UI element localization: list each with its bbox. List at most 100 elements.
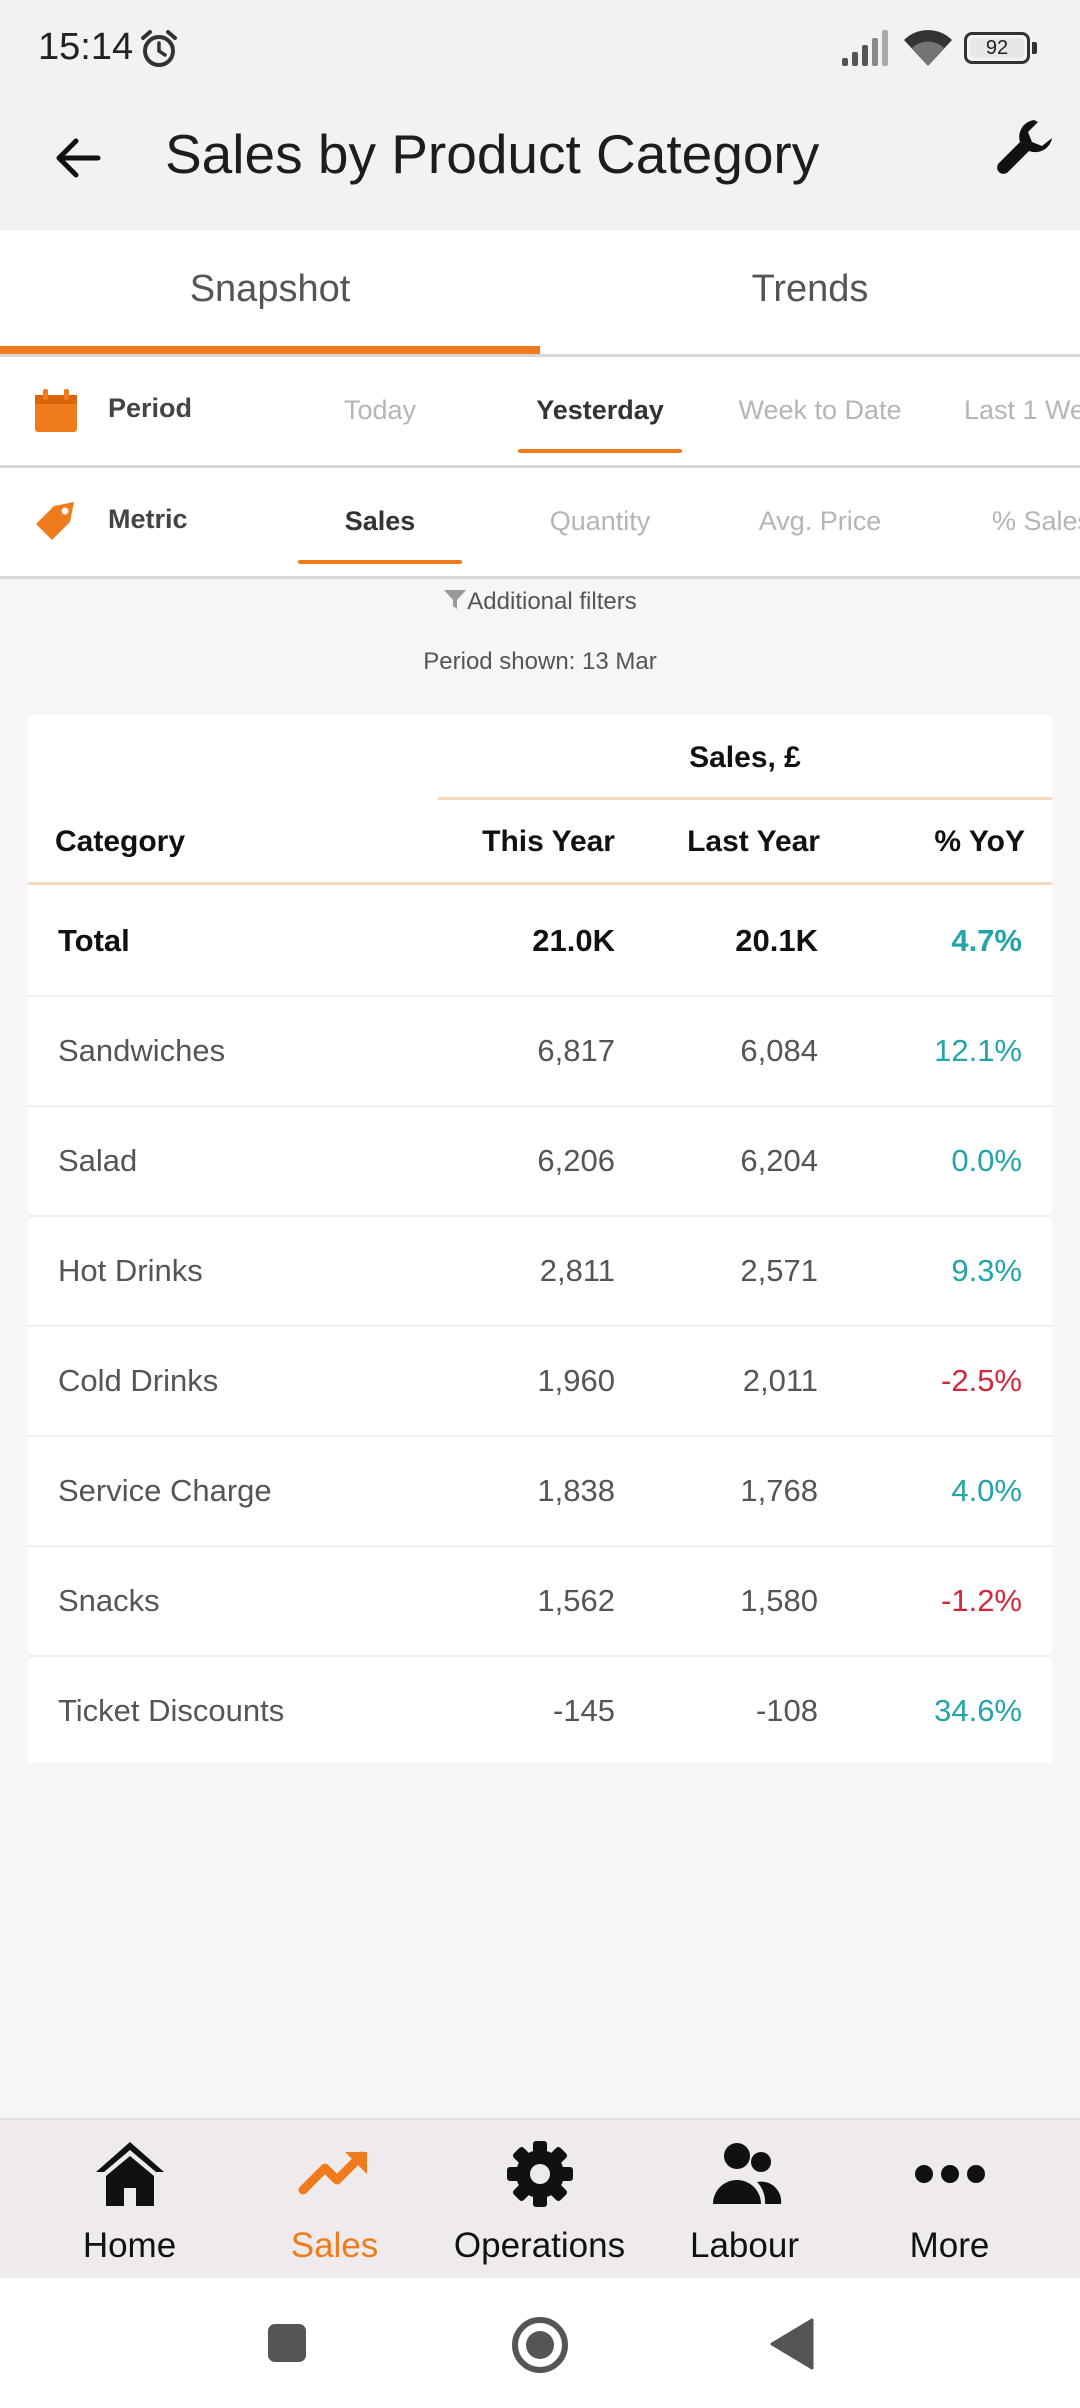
period-option-week-to-date[interactable]: Week to Date (738, 395, 902, 425)
table-row[interactable]: Cold Drinks 1,960 2,011 -2.5% (28, 1325, 1052, 1437)
row-last-year: 2,011 (742, 1363, 818, 1398)
tag-icon (36, 502, 74, 540)
metric-filter-row: Metric Sales Quantity Avg. Price % Sales (0, 468, 1080, 579)
row-this-year: 1,838 (537, 1473, 615, 1508)
column-header-last-year[interactable]: Last Year (687, 825, 820, 858)
period-option-yesterday[interactable]: Yesterday (536, 395, 664, 425)
row-yoy: 4.0% (951, 1473, 1022, 1508)
home-circle-icon[interactable] (511, 2316, 569, 2374)
row-yoy: 34.6% (934, 1693, 1022, 1728)
nav-more-label: More (909, 2226, 990, 2265)
nav-operations[interactable]: Operations (437, 2120, 642, 2280)
metric-option-pct-sales[interactable]: % Sales (992, 506, 1080, 536)
row-last-year: 2,571 (740, 1253, 818, 1288)
active-tab-indicator (0, 346, 540, 354)
row-last-year: -108 (755, 1693, 818, 1728)
more-dots-icon (914, 2165, 985, 2183)
nav-labour[interactable]: Labour (642, 2120, 847, 2280)
metric-option-quantity[interactable]: Quantity (549, 506, 651, 536)
trending-up-icon (298, 2151, 367, 2195)
metric-option-avg-price[interactable]: Avg. Price (758, 506, 882, 536)
row-last-year: 20.1K (735, 923, 818, 958)
period-option-today[interactable]: Today (343, 395, 417, 425)
row-category: Snacks (58, 1583, 160, 1618)
table-row[interactable]: Sandwiches 6,817 6,084 12.1% (28, 995, 1052, 1107)
back-arrow-icon[interactable] (48, 128, 108, 188)
home-icon (95, 2142, 164, 2206)
status-time: 15:14 (38, 26, 134, 68)
nav-labour-label: Labour (690, 2226, 799, 2265)
nav-sales[interactable]: Sales (232, 2120, 437, 2280)
column-header-category[interactable]: Category (55, 825, 186, 858)
row-last-year: 6,204 (740, 1143, 818, 1178)
nav-home-label: Home (82, 2226, 177, 2265)
row-this-year: -145 (552, 1693, 615, 1728)
additional-filters-button[interactable]: Additional filters (0, 588, 1080, 616)
sales-table: Sales, £ Category This Year Last Year % … (28, 715, 1052, 1763)
table-row-total[interactable]: Total 21.0K 20.1K 4.7% (28, 885, 1052, 997)
table-row[interactable]: Service Charge 1,838 1,768 4.0% (28, 1435, 1052, 1547)
period-selected-indicator (518, 449, 682, 453)
header-divider (28, 882, 1052, 885)
row-this-year: 21.0K (532, 923, 615, 958)
system-nav-bar (0, 2278, 1080, 2408)
gear-icon (506, 2141, 573, 2207)
row-yoy: 9.3% (951, 1253, 1022, 1288)
row-category: Cold Drinks (58, 1363, 219, 1398)
calendar-icon (35, 389, 77, 432)
column-header-yoy[interactable]: % YoY (934, 825, 1025, 858)
period-option-last-1-week[interactable]: Last 1 We (964, 395, 1080, 425)
nav-home[interactable]: Home (27, 2120, 232, 2280)
app-bar: Sales by Product Category (0, 100, 1080, 230)
row-yoy: -2.5% (941, 1363, 1022, 1398)
row-category: Hot Drinks (58, 1253, 203, 1288)
nav-sales-label: Sales (290, 2226, 379, 2265)
metric-selected-indicator (298, 560, 462, 564)
people-icon (712, 2143, 781, 2204)
row-last-year: 1,768 (740, 1473, 818, 1508)
period-filter-row: Period Today Yesterday Week to Date Last… (0, 357, 1080, 468)
row-yoy: 0.0% (951, 1143, 1022, 1178)
row-yoy: 4.7% (951, 923, 1022, 958)
status-bar: 15:14 92 (0, 0, 1080, 100)
battery-level: 92 (970, 38, 1024, 59)
row-last-year: 6,084 (740, 1033, 818, 1068)
nav-operations-label: Operations (453, 2226, 626, 2265)
row-category: Service Charge (58, 1473, 272, 1508)
signal-icon (842, 30, 888, 66)
table-row[interactable]: Ticket Discounts -145 -108 34.6% (28, 1655, 1052, 1765)
nav-more[interactable]: More (847, 2120, 1052, 2280)
back-triangle-icon[interactable] (768, 2318, 814, 2370)
row-last-year: 1,580 (740, 1583, 818, 1618)
battery-tip (1032, 42, 1037, 54)
group-header-divider (438, 797, 1052, 800)
table-group-header: Sales, £ (689, 741, 801, 774)
row-yoy: -1.2% (941, 1583, 1022, 1618)
recents-icon[interactable] (266, 2322, 308, 2364)
table-row[interactable]: Hot Drinks 2,811 2,571 9.3% (28, 1215, 1052, 1327)
table-row[interactable]: Snacks 1,562 1,580 -1.2% (28, 1545, 1052, 1657)
additional-filters-label: Additional filters (467, 588, 637, 615)
row-this-year: 2,811 (539, 1253, 615, 1288)
tab-bar: Snapshot Trends (0, 230, 1080, 357)
row-yoy: 12.1% (934, 1033, 1022, 1068)
row-category: Total (58, 923, 130, 958)
filter-icon (444, 590, 467, 609)
column-header-this-year[interactable]: This Year (482, 825, 615, 858)
bottom-nav: Home Sales Operations Labour (0, 2118, 1080, 2280)
row-category: Salad (58, 1143, 138, 1178)
metric-option-sales[interactable]: Sales (344, 506, 416, 536)
tab-trends[interactable]: Trends (751, 268, 869, 310)
row-this-year: 1,960 (537, 1363, 615, 1398)
tab-snapshot[interactable]: Snapshot (189, 268, 351, 310)
row-this-year: 1,562 (537, 1583, 615, 1618)
row-category: Ticket Discounts (58, 1693, 285, 1728)
metric-label: Metric (108, 504, 188, 534)
page-title: Sales by Product Category (165, 123, 820, 185)
period-shown-text: Period shown: 13 Mar (423, 648, 657, 675)
table-row[interactable]: Salad 6,206 6,204 0.0% (28, 1105, 1052, 1217)
row-category: Sandwiches (58, 1033, 226, 1068)
row-this-year: 6,206 (537, 1143, 615, 1178)
wrench-icon[interactable] (994, 116, 1056, 178)
battery-icon: 92 (964, 32, 1030, 64)
